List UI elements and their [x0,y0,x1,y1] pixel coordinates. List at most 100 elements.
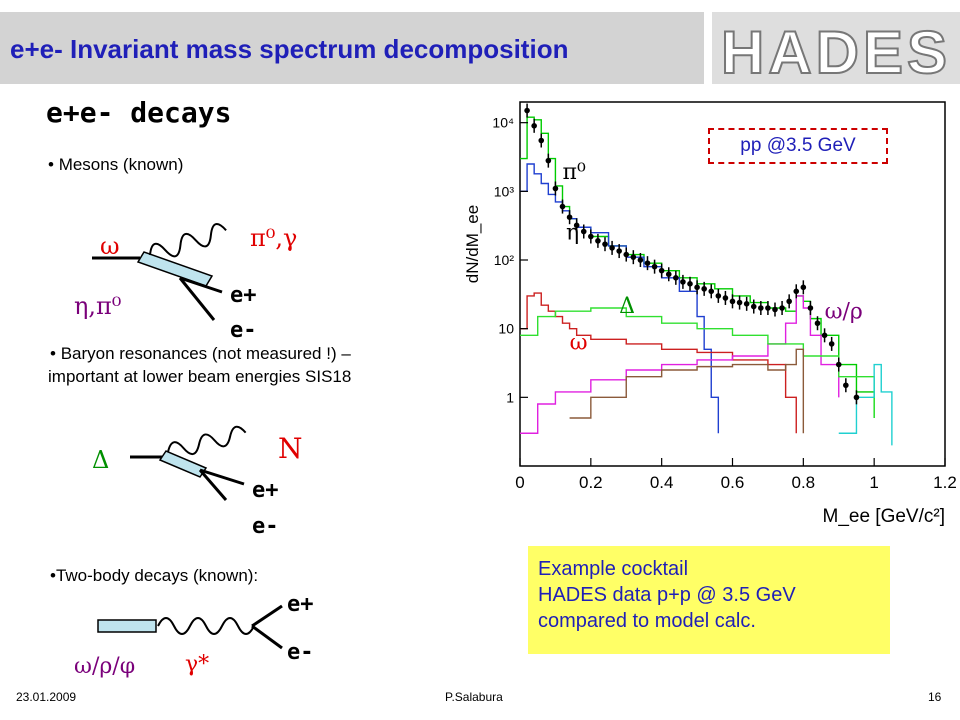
data-point [552,185,559,192]
twobody-eplus: e+ [287,592,314,617]
data-point [680,279,686,285]
logo-text: HADES [720,18,952,87]
callout-line3: compared to model calc. [538,610,756,632]
data-point [524,107,530,114]
data-point [580,228,587,235]
data-point [758,305,764,311]
baryon-eplus-line [199,468,245,486]
curve-label: η [566,220,579,245]
baryons-eminus: e- [252,514,279,539]
data-point [736,299,743,306]
footer-author: P.Salabura [445,690,503,704]
baryon-bullet-line1: • Baryon resonances (not measured !) – [50,344,351,363]
data-point [821,332,828,339]
data-point [715,293,722,299]
vector-mesons-symbol: ω/ρ/φ [74,654,136,679]
data-point [807,305,814,311]
y-tick-label: 10⁴ [492,115,514,131]
data-point [573,222,580,229]
meson-eplus-line [179,276,223,294]
data-point [531,123,537,129]
data-point [694,284,700,291]
cocktail-callout: Example cocktail HADES data p+p @ 3.5 Ge… [528,546,890,654]
callout-line1: Example cocktail [538,558,689,580]
data-point [814,320,821,327]
twobody-photon-wave [157,617,255,635]
baryon-bullet-line2: important at lower beam energies SIS18 [48,367,352,386]
x-tick-label: 0.8 [792,473,816,492]
section-title: e+e- decays [46,96,232,129]
data-point [743,301,750,307]
x-tick-label: 0 [515,473,524,492]
data-point [793,288,800,295]
data-point [538,137,545,144]
y-tick-label: 1 [506,389,514,405]
curve-label: ω [570,330,588,355]
data-point [779,305,785,311]
data-point [566,214,573,221]
data-point [644,260,651,266]
data-point [729,298,736,305]
data-point [609,245,615,251]
products-symbol: π⁰,γ [250,224,298,252]
series-line-4 [520,307,875,419]
series-line-6 [838,363,893,446]
data-point [559,203,566,210]
mesons-eplus: e+ [230,283,257,308]
curve-label: π⁰ [563,160,586,185]
y-tick-label: 10 [498,321,514,337]
data-point [602,241,608,247]
data-point [786,298,792,305]
series-line-5 [569,348,805,434]
baryon-eminus-line [198,469,228,501]
data-point [722,295,729,301]
data-point [765,305,771,311]
data-point [637,257,644,263]
data-point [853,394,860,401]
omega-symbol: ω [100,232,120,260]
data-point [750,303,757,310]
data-point [651,263,658,270]
data-point [623,251,630,258]
data-point [701,286,707,292]
data-point [843,382,849,389]
footer-date: 23.01.2009 [16,690,77,704]
twobody-bullet: •Two-body decays (known): [50,566,259,585]
y-axis-label: dN/dM_ee [463,205,482,283]
curve-label: ω/ρ [825,300,863,325]
x-tick-label: 0.2 [579,473,603,492]
twobody-eplus-line [251,604,283,628]
data-point [545,157,552,164]
virtual-photon-symbol: γ* [185,652,210,677]
y-tick-label: 10² [494,252,515,268]
data-point [835,361,842,368]
y-tick-label: 10³ [494,183,515,199]
data-point [665,271,672,278]
mesons-eminus: e- [230,318,257,343]
data-point [687,281,693,287]
x-tick-label: 0.4 [650,473,674,492]
x-tick-label: 1 [869,473,878,492]
baryon-propagator [158,450,208,478]
footer-page: 16 [928,690,942,704]
data-point [595,238,601,244]
data-point [708,288,715,295]
twobody-propagator [97,619,157,633]
data-point [772,306,778,313]
slide-title: e+e- Invariant mass spectrum decompositi… [10,34,569,64]
meson-photon-wave [149,223,227,258]
callout-line2: HADES data p+p @ 3.5 GeV [538,584,796,606]
data-point [658,267,665,274]
header-bar [0,12,704,84]
series-line-2 [520,292,797,434]
x-tick-label: 1.2 [933,473,957,492]
baryon-photon-wave [167,425,247,455]
data-point [630,254,637,260]
twobody-eminus-line [251,624,283,650]
hades-logo: HADES [712,12,960,87]
delta-symbol: Δ [92,446,110,474]
x-axis-label: M_ee [GeV/c²] [823,506,946,527]
data-point [800,284,807,291]
curve-label: Δ [619,294,635,319]
